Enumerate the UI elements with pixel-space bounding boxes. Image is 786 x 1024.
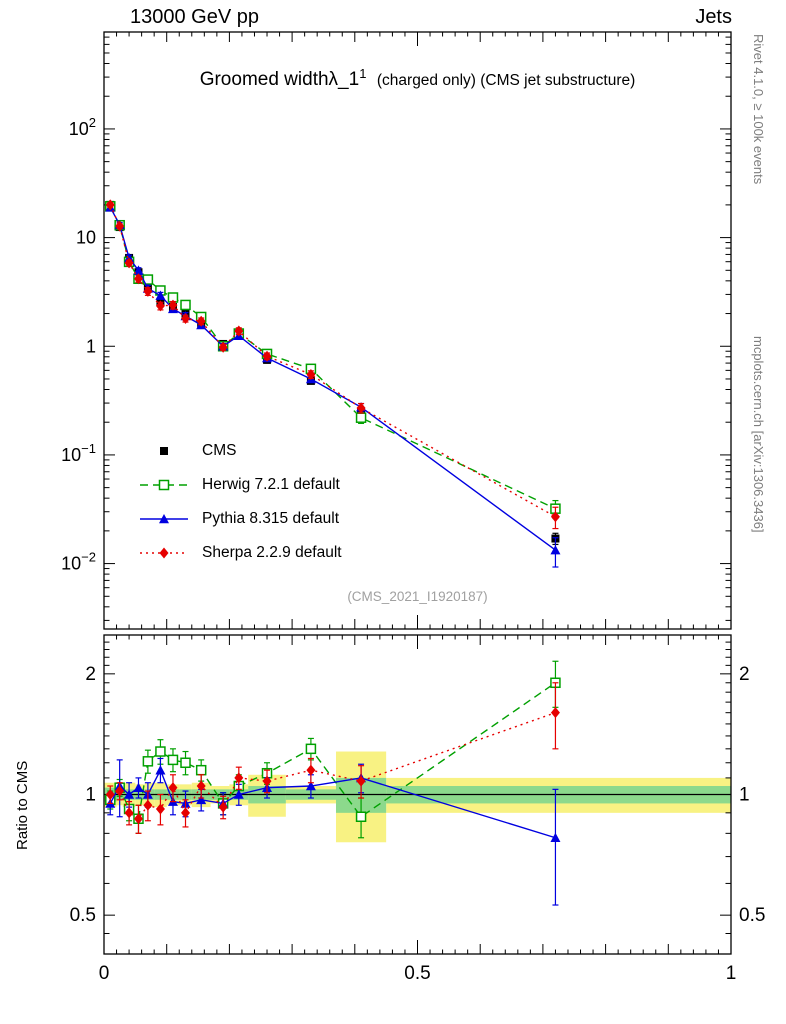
sherpa-marker-icon (138, 544, 190, 562)
ratio-axis-label: Ratio to CMS (14, 760, 31, 850)
svg-text:102: 102 (69, 115, 96, 139)
legend: CMS Herwig 7.2.1 default Pythia 8.315 de… (138, 434, 342, 570)
cms-marker-icon (138, 442, 190, 460)
legend-label-herwig: Herwig 7.2.1 default (202, 476, 340, 493)
legend-item-pythia: Pythia 8.315 default (138, 502, 342, 536)
plot-title-main: Groomed width (199, 69, 329, 90)
herwig-marker-icon (138, 476, 190, 494)
rivet-version-label: Rivet 4.1.0, ≥ 100k events (751, 34, 766, 185)
x-axis: 0 0.5 1 (99, 32, 737, 984)
legend-item-herwig: Herwig 7.2.1 default (138, 468, 342, 502)
main-series-sherpa (105, 199, 560, 530)
plot-title-observable: λ_1 (328, 69, 360, 90)
svg-text:10: 10 (76, 228, 96, 248)
analysis-group-label: Jets (695, 6, 732, 28)
svg-text:0.5: 0.5 (404, 963, 430, 984)
svg-text:1: 1 (85, 785, 96, 806)
svg-text:10−2: 10−2 (61, 550, 96, 574)
svg-text:1: 1 (739, 785, 750, 806)
plot-title-superscript: 1 (359, 66, 367, 81)
legend-item-cms: CMS (138, 434, 342, 468)
pythia-marker-icon (138, 510, 190, 528)
svg-text:1: 1 (86, 336, 96, 356)
analysis-id-watermark: (CMS_2021_I1920187) (347, 589, 488, 604)
main-y-axis: 102 10 1 10−1 10−2 (61, 36, 731, 621)
plot-title: Groomed widthλ_11 (charged only) (CMS je… (104, 66, 731, 91)
svg-text:0.5: 0.5 (70, 905, 96, 926)
legend-item-sherpa: Sherpa 2.2.9 default (138, 536, 342, 570)
svg-text:10−1: 10−1 (61, 441, 96, 465)
beam-energy-label: 13000 GeV pp (130, 6, 259, 28)
svg-text:1: 1 (726, 963, 737, 984)
svg-text:0: 0 (99, 963, 110, 984)
legend-label-sherpa: Sherpa 2.2.9 default (202, 544, 342, 561)
legend-label-cms: CMS (202, 442, 237, 459)
ratio-y-axis: 2 2 1 1 0.5 0.5 (70, 641, 765, 934)
ratio-series-sherpa (105, 682, 560, 834)
mcplots-attribution-label: mcplots.cern.ch [arXiv:1306.3436] (751, 336, 766, 533)
svg-text:2: 2 (85, 664, 96, 685)
svg-text:0.5: 0.5 (739, 905, 765, 926)
plot-title-suffix: (charged only) (CMS jet substructure) (376, 72, 636, 89)
svg-text:2: 2 (739, 664, 750, 685)
legend-label-pythia: Pythia 8.315 default (202, 510, 340, 527)
